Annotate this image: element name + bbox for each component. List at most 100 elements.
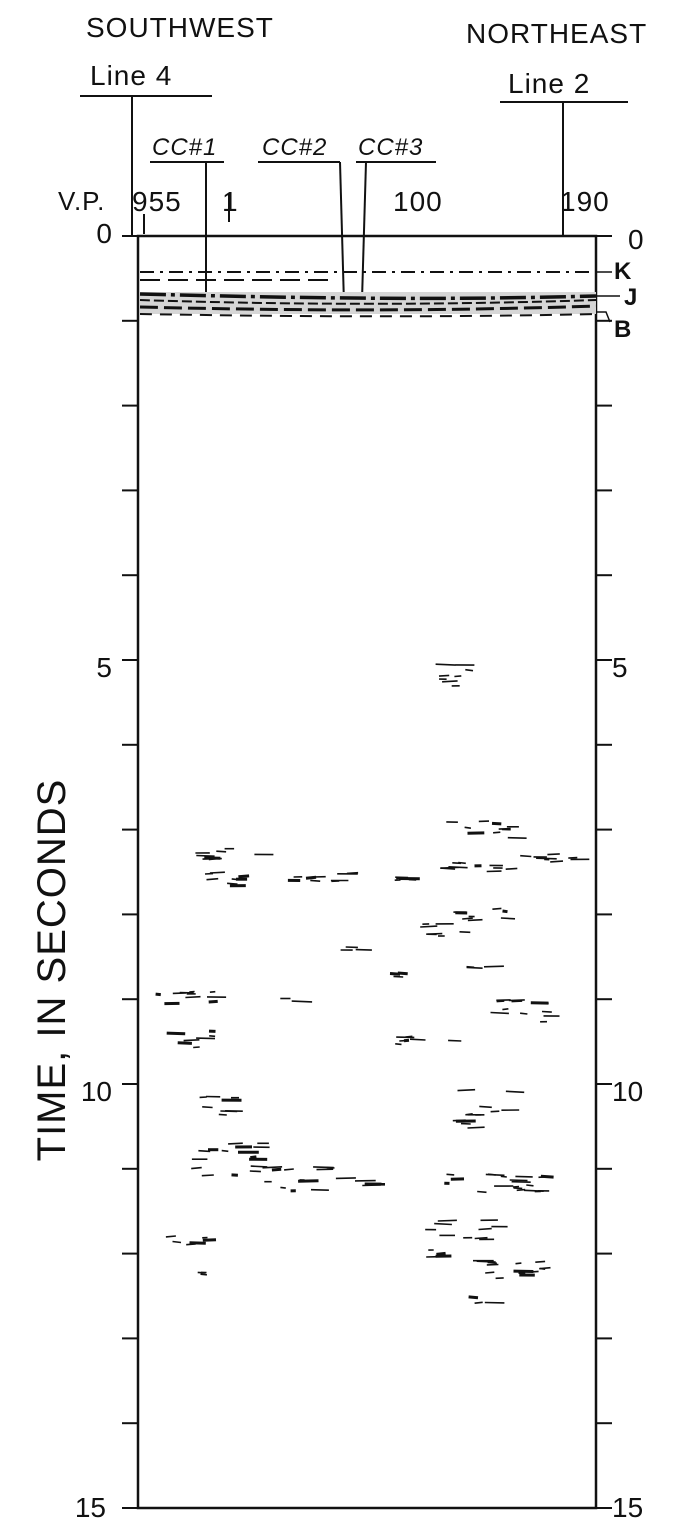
reflection-segment — [200, 1273, 207, 1276]
reflection-segment — [493, 831, 501, 834]
reflection-segment — [250, 1165, 268, 1168]
reflection-segment — [476, 1260, 496, 1263]
reflection-segment — [500, 1175, 507, 1178]
reflection-segment — [437, 1219, 457, 1222]
reflection-segment — [202, 1106, 213, 1109]
reflection-segment — [155, 992, 161, 997]
reflection-segment — [284, 1168, 294, 1171]
reflection-segment — [511, 1000, 523, 1003]
reflection-segment — [405, 1035, 413, 1038]
reflection-segment — [189, 1241, 206, 1245]
reflection-segment — [491, 821, 502, 826]
reflection-segment — [516, 1188, 526, 1192]
reflection-segment — [326, 1166, 335, 1169]
reflection-segment — [526, 1184, 534, 1187]
horizon-b-label: B — [614, 316, 632, 343]
right-tick-0: 0 — [628, 224, 644, 255]
vp-label-1: 1 — [222, 186, 239, 217]
horizon-j-label: J — [624, 284, 638, 311]
reflection-segment — [310, 1188, 329, 1191]
section-frame — [136, 234, 598, 1510]
reflection-segment — [389, 972, 401, 976]
reflection-segment — [231, 878, 239, 881]
southwest-direction: SOUTHWEST — [86, 12, 274, 43]
y-axis-title: TIME, IN SECONDS — [30, 778, 74, 1162]
reflection-segment — [440, 867, 456, 870]
reflection-segment — [477, 1190, 487, 1194]
reflection-segment — [457, 1088, 476, 1092]
reflection-segment — [166, 1031, 186, 1036]
reflection-segment — [540, 1174, 554, 1179]
reflection-segment — [228, 1142, 243, 1145]
right-tick-5: 5 — [612, 652, 628, 683]
reflection-segment — [467, 918, 483, 922]
well-cc2-label: CC#2 — [262, 134, 328, 161]
vp-label-100: 100 — [393, 186, 443, 217]
reflection-segment — [502, 1008, 509, 1011]
reflection-segment — [436, 1251, 446, 1256]
reflection-segment — [515, 1262, 522, 1265]
reflection-segment — [310, 879, 321, 882]
reflection-segments — [155, 663, 590, 1304]
reflection-segment — [393, 975, 404, 978]
reflection-segment — [355, 948, 372, 951]
reflection-segment — [193, 1046, 200, 1049]
horizons — [139, 271, 620, 323]
reflection-segment — [498, 827, 511, 830]
reflection-segment — [462, 917, 473, 920]
reflection-segment — [420, 925, 438, 928]
reflection-segment — [492, 907, 502, 910]
reflection-segment — [209, 1035, 216, 1038]
line-2-label: Line 2 — [508, 68, 591, 99]
reflection-segment — [454, 675, 462, 678]
reflection-segment — [177, 1041, 192, 1045]
vp-label-955: 955 — [132, 186, 182, 217]
header-leaders — [80, 95, 628, 305]
reflection-segment — [208, 857, 217, 861]
reflection-segment — [206, 877, 219, 881]
well-cc1-label: CC#1 — [152, 134, 218, 161]
line-4-label: Line 4 — [90, 60, 173, 91]
well-cc3-label: CC#3 — [358, 134, 424, 161]
reflection-segment — [547, 853, 560, 856]
reflection-segment — [271, 1167, 282, 1172]
reflection-segment — [520, 1012, 528, 1015]
reflection-segment — [507, 836, 527, 839]
vp-label-190: 190 — [560, 186, 610, 217]
reflection-segment — [465, 668, 474, 672]
reflection-segment — [496, 1000, 505, 1003]
reflection-segment — [539, 1266, 551, 1270]
reflection-segment — [511, 1180, 531, 1183]
reflection-segment — [568, 856, 578, 859]
left-tick-15: 15 — [74, 1492, 106, 1523]
reflection-segment — [196, 1037, 216, 1040]
axis-ticks — [122, 235, 612, 1509]
reflection-segment — [502, 909, 508, 914]
reflection-segment — [505, 1090, 525, 1094]
reflection-segment — [490, 1011, 509, 1015]
reflection-segment — [448, 866, 468, 869]
reflection-segment — [438, 674, 450, 677]
reflection-segment — [467, 1126, 485, 1129]
reflection-segment — [479, 1105, 492, 1109]
reflection-segment — [249, 1170, 261, 1173]
reflection-segment — [291, 1000, 313, 1003]
reflection-segment — [464, 826, 472, 829]
reflection-segment — [483, 965, 504, 968]
reflection-segment — [395, 1043, 402, 1046]
right-tick-15: 15 — [612, 1492, 644, 1523]
reflection-segment — [446, 1173, 455, 1176]
reflection-segment — [298, 1179, 319, 1183]
reflection-segment — [335, 1177, 356, 1180]
reflection-segment — [434, 1222, 452, 1226]
reflection-segment — [346, 871, 359, 875]
reflection-segment — [198, 1149, 211, 1153]
northeast-direction: NORTHEAST — [466, 18, 648, 49]
left-tick-10: 10 — [80, 1076, 112, 1107]
reflection-segment — [216, 850, 227, 853]
reflection-segment — [448, 1039, 462, 1042]
reflection-segment — [531, 1270, 539, 1273]
reflection-segment — [468, 1295, 479, 1300]
reflection-segment — [505, 867, 518, 870]
